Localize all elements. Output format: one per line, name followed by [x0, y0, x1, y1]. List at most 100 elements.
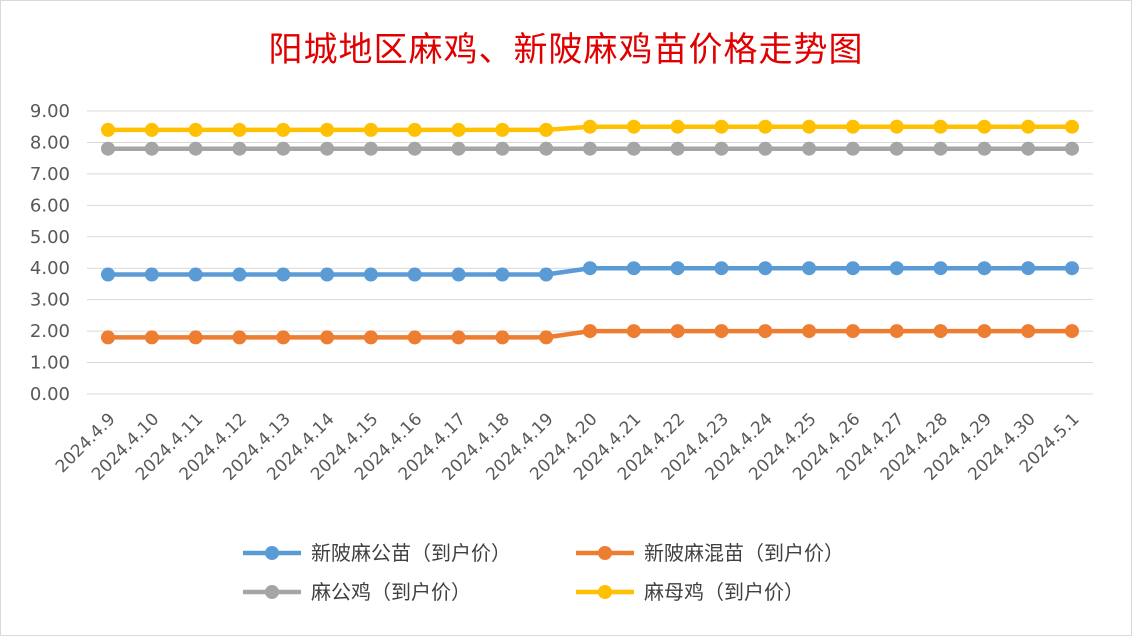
y-axis-ticks: 0.00 1.00 2.00 3.00 4.00 5.00 6.00 7.00 8.00 9.00: [30, 101, 70, 405]
y-tick-label: 1.00: [30, 353, 70, 374]
data-point: [539, 141, 554, 156]
data-point: [101, 141, 115, 156]
y-tick-label: 8.00: [30, 132, 70, 153]
data-point: [495, 267, 510, 282]
data-point: [495, 141, 510, 156]
data-point: [670, 141, 685, 156]
data-point: [933, 324, 948, 339]
data-point: [276, 122, 291, 137]
data-point: [188, 330, 203, 345]
data-point: [188, 141, 203, 156]
y-tick-label: 4.00: [30, 258, 70, 279]
data-point: [188, 122, 203, 137]
data-point: [889, 261, 904, 276]
data-point: [758, 324, 773, 339]
data-point: [977, 119, 992, 134]
data-point: [583, 261, 597, 276]
data-point: [1065, 141, 1079, 156]
data-point: [1065, 324, 1079, 339]
data-point: [495, 122, 510, 137]
y-tick-label: 6.00: [30, 195, 70, 216]
legend-label: 新陂麻公苗（到户价）: [311, 541, 511, 565]
data-point: [670, 324, 685, 339]
legend-item: 新陂麻混苗（到户价）: [576, 541, 844, 565]
data-point: [977, 141, 992, 156]
data-point: [539, 122, 554, 137]
data-point: [714, 324, 729, 339]
y-tick-label: 5.00: [30, 227, 70, 248]
data-point: [1065, 119, 1079, 134]
data-point: [758, 261, 773, 276]
legend-swatch-marker: [265, 585, 279, 599]
data-point: [802, 119, 817, 134]
data-point: [232, 330, 247, 345]
data-point: [626, 261, 641, 276]
x-axis-ticks: 2024.4.92024.4.102024.4.112024.4.122024.…: [52, 409, 1084, 484]
data-point: [758, 141, 773, 156]
series-2: [101, 141, 1079, 156]
data-point: [802, 324, 817, 339]
y-tick-label: 7.00: [30, 164, 70, 185]
series-3: [101, 119, 1079, 137]
data-point: [101, 330, 115, 345]
data-point: [977, 324, 992, 339]
legend: 新陂麻公苗（到户价） 新陂麻混苗（到户价） 麻公鸡（到户价） 麻母鸡（到户价）: [243, 541, 844, 604]
data-point: [144, 122, 159, 137]
data-point: [889, 119, 904, 134]
data-point: [583, 324, 597, 339]
data-point: [276, 267, 291, 282]
data-point: [407, 122, 422, 137]
data-point: [232, 141, 247, 156]
data-point: [1021, 261, 1036, 276]
data-point: [320, 141, 335, 156]
series-1: [101, 324, 1079, 345]
legend-swatch-marker: [598, 546, 612, 560]
data-point: [714, 119, 729, 134]
data-point: [977, 261, 992, 276]
data-point: [407, 330, 422, 345]
legend-item: 麻公鸡（到户价）: [243, 580, 471, 604]
data-point: [101, 267, 115, 282]
series-group: [101, 119, 1079, 345]
legend-label: 新陂麻混苗（到户价）: [644, 541, 844, 565]
legend-swatch-marker: [598, 585, 612, 599]
legend-item: 麻母鸡（到户价）: [576, 580, 804, 604]
data-point: [670, 119, 685, 134]
data-point: [320, 267, 335, 282]
data-point: [845, 261, 860, 276]
data-point: [802, 141, 817, 156]
data-point: [363, 141, 378, 156]
data-point: [933, 119, 948, 134]
data-point: [232, 267, 247, 282]
data-point: [320, 330, 335, 345]
data-point: [845, 324, 860, 339]
data-point: [802, 261, 817, 276]
data-point: [539, 330, 554, 345]
legend-item: 新陂麻公苗（到户价）: [243, 541, 511, 565]
y-tick-label: 3.00: [30, 290, 70, 311]
data-point: [363, 330, 378, 345]
data-point: [626, 324, 641, 339]
legend-label: 麻母鸡（到户价）: [644, 580, 804, 604]
y-tick-label: 9.00: [30, 101, 70, 122]
data-point: [889, 324, 904, 339]
data-point: [1021, 141, 1036, 156]
data-point: [144, 141, 159, 156]
data-point: [276, 141, 291, 156]
data-point: [583, 119, 597, 134]
y-tick-label: 2.00: [30, 321, 70, 342]
data-point: [714, 261, 729, 276]
data-point: [583, 141, 597, 156]
data-point: [363, 267, 378, 282]
data-point: [144, 267, 159, 282]
data-point: [539, 267, 554, 282]
data-point: [232, 122, 247, 137]
data-point: [889, 141, 904, 156]
data-point: [451, 141, 466, 156]
data-point: [933, 141, 948, 156]
data-point: [276, 330, 291, 345]
data-point: [714, 141, 729, 156]
y-tick-label: 0.00: [30, 384, 70, 405]
